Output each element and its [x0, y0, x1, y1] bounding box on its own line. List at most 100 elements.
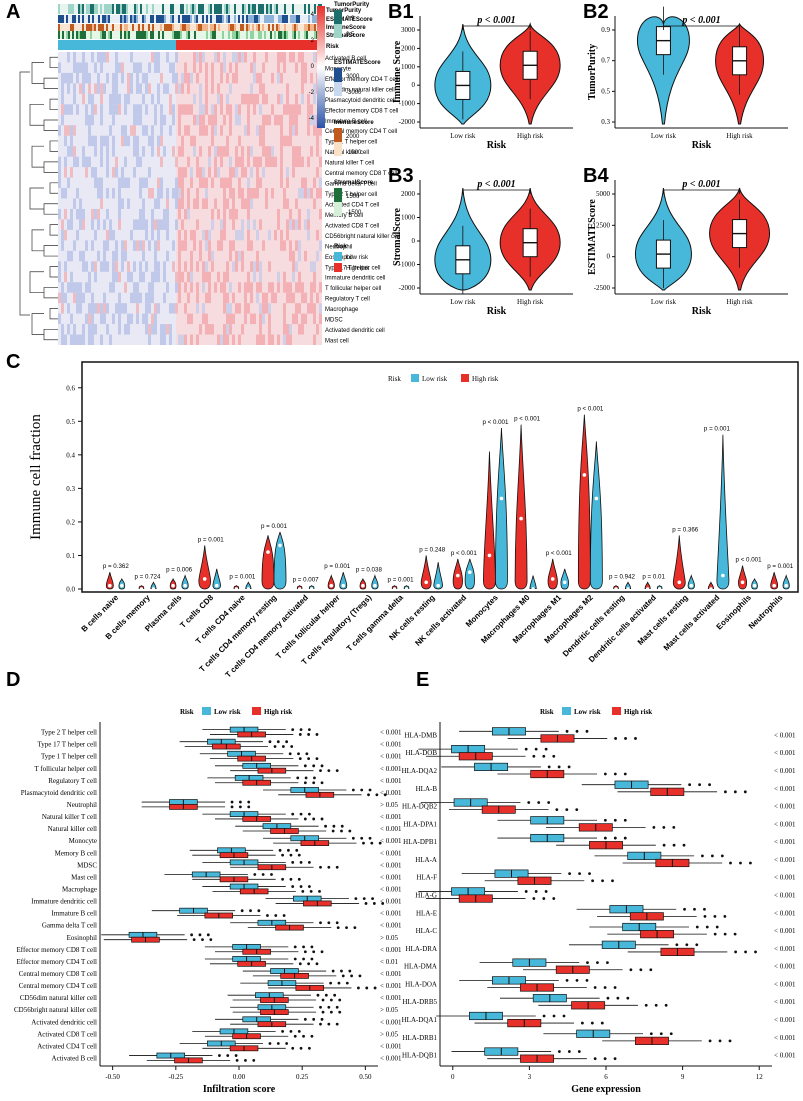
heatmap-cell [220, 240, 223, 251]
heatmap-cell [145, 83, 148, 94]
heatmap-cell [157, 240, 160, 251]
heatmap-cell [277, 271, 280, 283]
heatmap-cell [130, 72, 133, 84]
heatmap-cell [154, 104, 157, 115]
heatmap-cell [217, 271, 220, 283]
heatmap-cell [118, 219, 121, 230]
heatmap-cell [193, 52, 196, 63]
box-low-outlier [319, 921, 322, 925]
heatmap-cell [148, 135, 151, 147]
annotation-tick [256, 15, 258, 23]
heatmap-cell [166, 229, 169, 241]
dendrogram-branch [43, 203, 58, 215]
annotation-tick [270, 4, 272, 14]
heatmap-cell [259, 156, 262, 168]
heatmap-cell [178, 83, 181, 94]
heatmap-cell [160, 104, 163, 115]
heatmap-row-label: Natural killer T cell [325, 161, 374, 167]
heatmap-cell [241, 324, 244, 335]
heatmap-cell [298, 104, 301, 115]
heatmap-cell [184, 282, 187, 293]
heatmap-cell [103, 250, 106, 262]
heatmap-cell [262, 62, 265, 73]
heatmap-cell [169, 125, 172, 136]
heatmap-cell [61, 240, 64, 251]
heatmap-cell [223, 114, 226, 126]
annotation-tick [240, 24, 242, 31]
heatmap-cell [145, 125, 148, 136]
legend-swatch-low [562, 707, 571, 715]
heatmap-cell [73, 146, 76, 157]
annotation-tick [314, 24, 316, 31]
heatmap-cell [181, 146, 184, 157]
box-low-outlier [226, 1054, 230, 1057]
heatmap-cell [283, 313, 286, 325]
heatmap-cell [175, 177, 178, 189]
heatmap-cell [265, 114, 268, 126]
heatmap-cell [142, 72, 145, 84]
heatmap-cell [205, 271, 208, 283]
box-high-outlier [749, 861, 752, 865]
pvalue-label: p = 0.942 [609, 573, 636, 580]
heatmap-cell [295, 261, 298, 272]
scale-tick: 4 [311, 12, 315, 18]
box-high-outlier [639, 968, 643, 972]
annotation-tick [228, 15, 230, 23]
heatmap-cell [118, 93, 121, 105]
heatmap-cell [286, 282, 289, 293]
heatmap-cell [223, 52, 226, 63]
heatmap-cell [73, 292, 76, 304]
heatmap-cell [178, 208, 181, 220]
heatmap-cell [127, 313, 130, 325]
heatmap-cell [139, 156, 142, 168]
box-high-outlier [662, 843, 666, 847]
annotation-tick [236, 31, 238, 39]
annotation-tick [138, 31, 140, 39]
heatmap-cell [235, 250, 238, 262]
heatmap-cell [64, 188, 67, 199]
heatmap-cell [313, 198, 316, 209]
heatmap-cell [283, 198, 286, 209]
heatmap-cell [283, 104, 286, 115]
heatmap-cell [268, 282, 271, 293]
legend-item: Low risk [574, 708, 601, 716]
heatmap-cell [253, 52, 256, 63]
dendrogram-branch [31, 145, 44, 168]
heatmap-cell [319, 188, 322, 199]
heatmap-cell [67, 72, 70, 84]
annotation-tick [178, 15, 180, 23]
heatmap-cell [70, 271, 73, 283]
annotation-tick [120, 24, 122, 31]
pvalue-label: < 0.001 [774, 1034, 796, 1042]
heatmap-cell [127, 93, 130, 105]
annotation-tick [110, 4, 112, 14]
box-high-outlier [273, 745, 277, 748]
annotation-tick [146, 31, 148, 39]
heatmap-cell [247, 208, 250, 220]
heatmap-cell [262, 114, 265, 126]
heatmap-cell [307, 188, 310, 199]
heatmap-cell [91, 303, 94, 314]
heatmap-cell [298, 240, 301, 251]
pvalue-label: < 0.001 [774, 803, 796, 811]
box-high-outlier [336, 926, 340, 929]
heatmap-cell [307, 229, 310, 241]
heatmap-cell [94, 303, 97, 314]
heatmap-cell [187, 292, 190, 304]
annotation-tick [80, 4, 82, 14]
dendrogram-branch [31, 313, 44, 335]
heatmap-cell [298, 188, 301, 199]
annotation-tick [282, 31, 284, 39]
x-tick-label: 12 [756, 1073, 764, 1081]
heatmap-cell [112, 313, 115, 325]
heatmap-cell [226, 303, 229, 314]
x-tick-label: 3 [528, 1073, 532, 1081]
annotation-tick [192, 4, 194, 14]
annotation-tick [284, 4, 286, 14]
annotation-tick [292, 31, 294, 39]
heatmap-cell [58, 292, 61, 304]
box-high-outlier [672, 843, 676, 847]
heatmap-cell [241, 156, 244, 168]
heatmap-cell [100, 83, 103, 94]
heatmap-cell [271, 72, 274, 84]
